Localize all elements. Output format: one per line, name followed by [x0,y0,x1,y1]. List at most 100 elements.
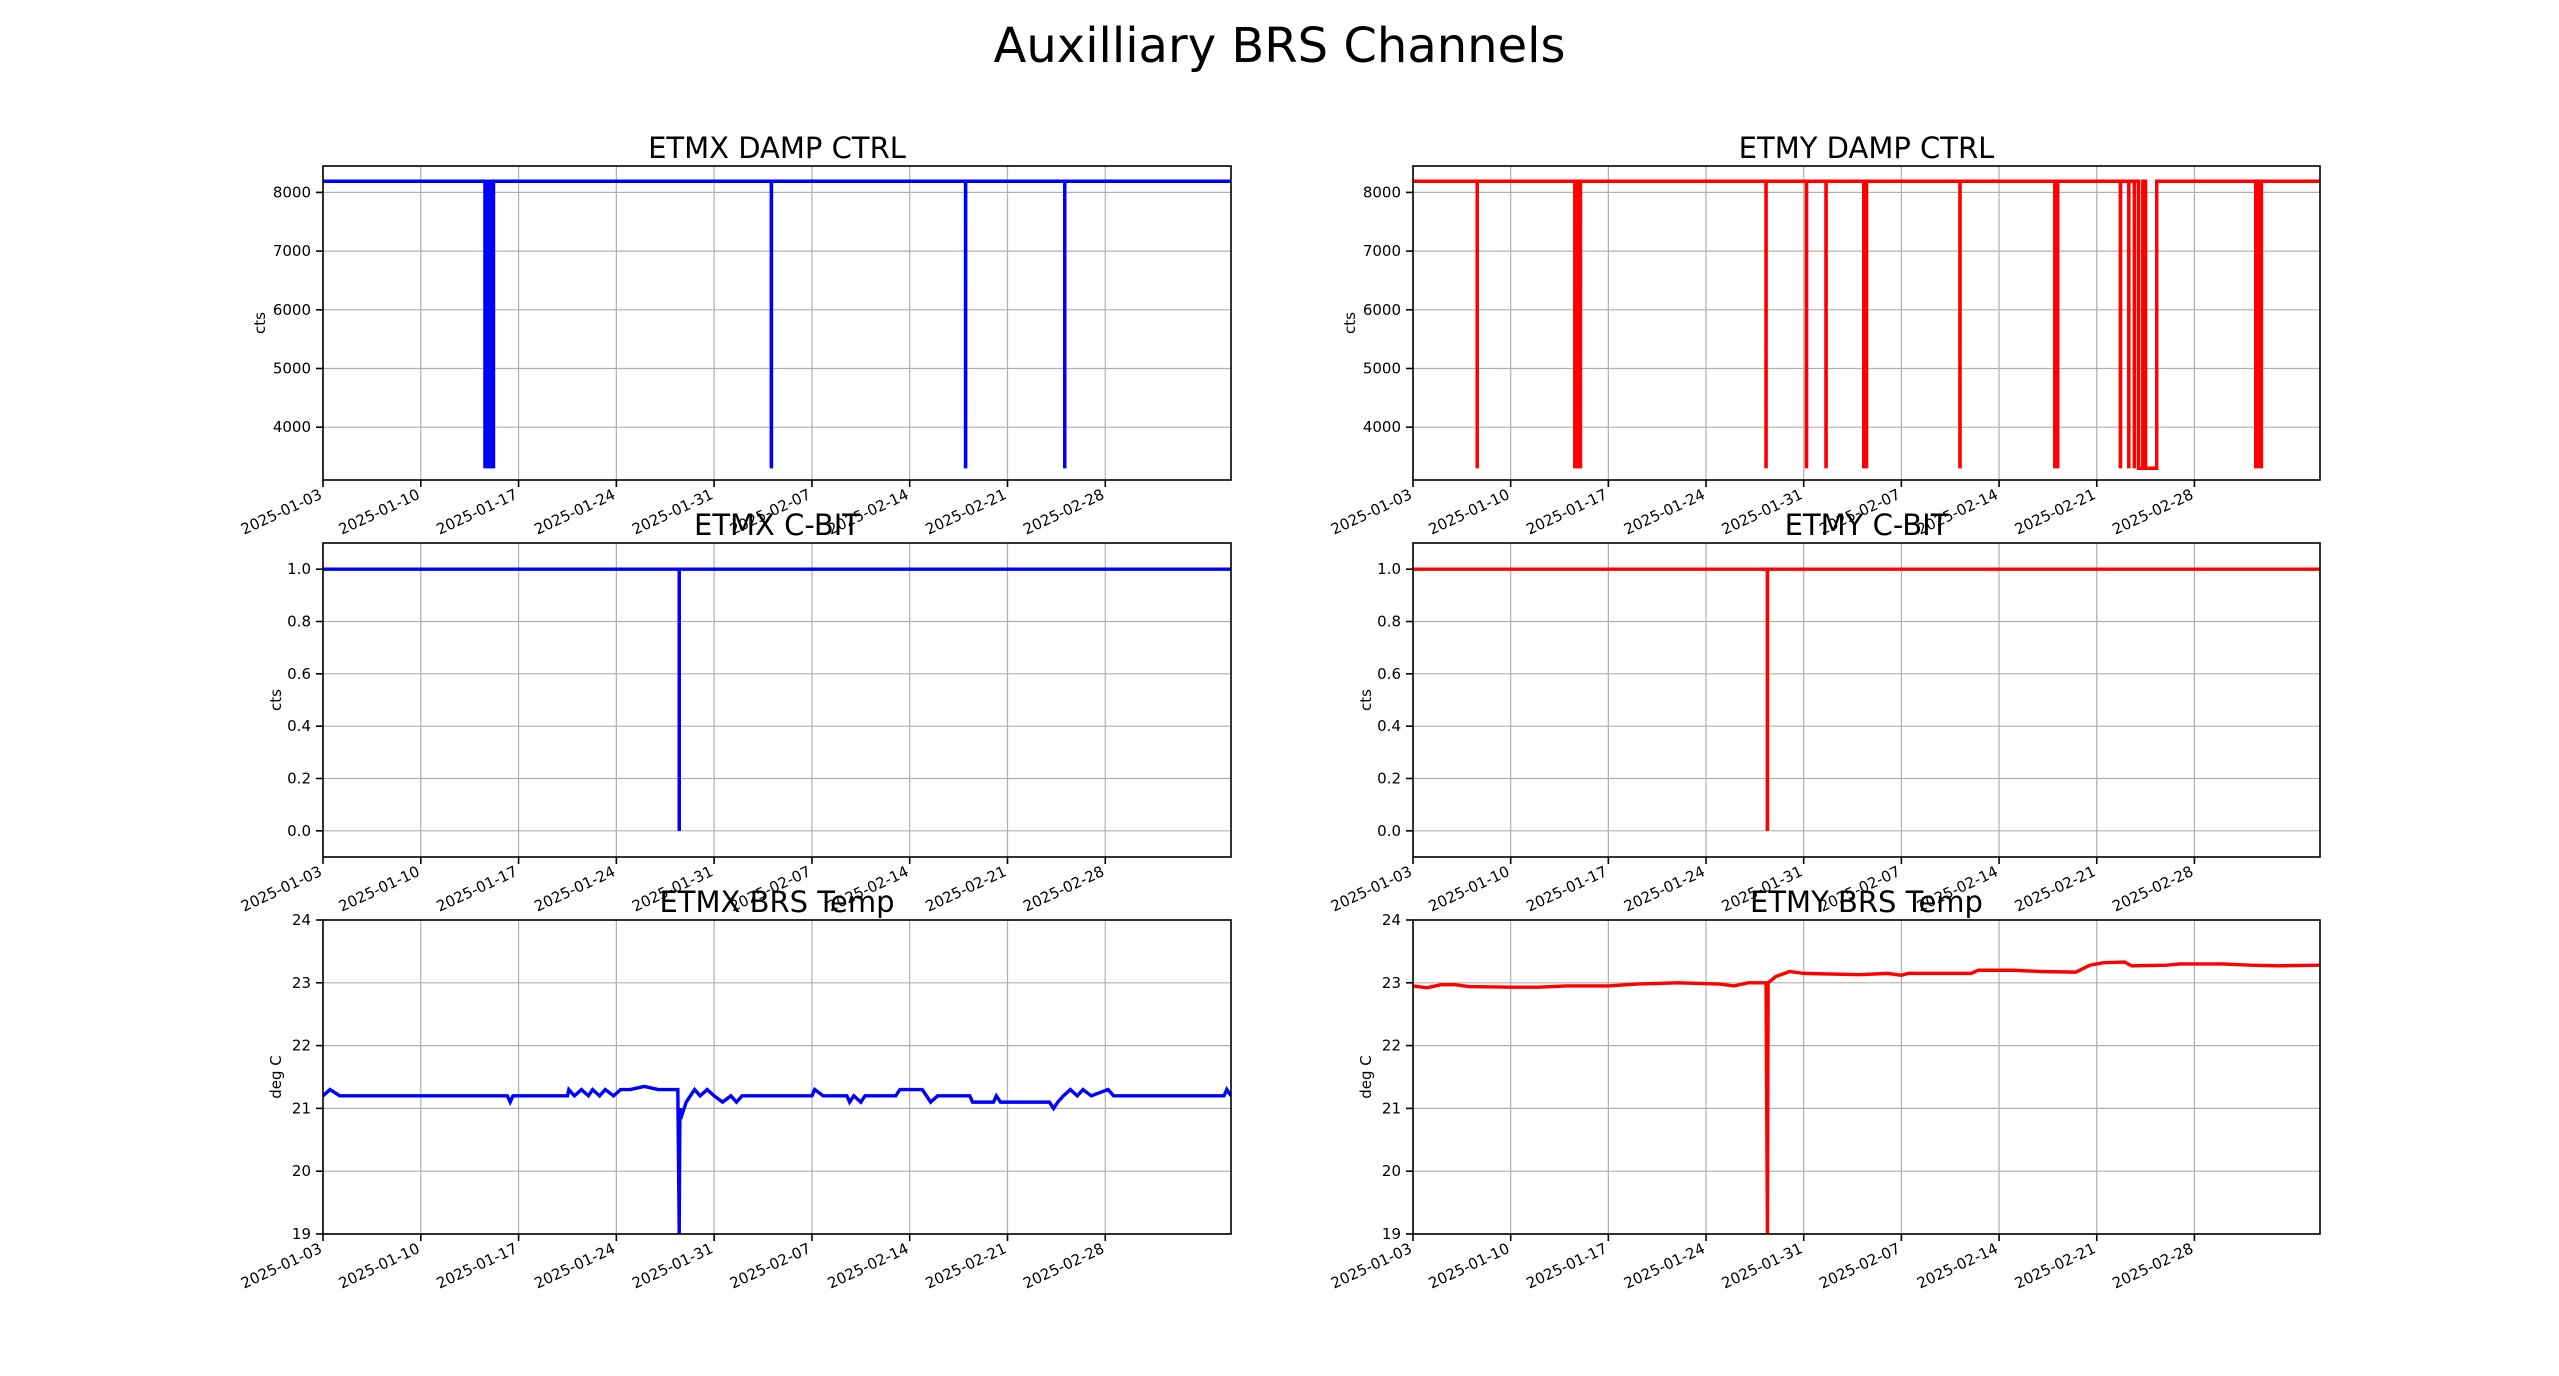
y-tick-label: 4000 [1363,418,1401,436]
x-tick-label: 2025-02-07 [1816,1239,1903,1292]
x-tick-label: 2025-02-28 [1020,1239,1107,1292]
y-tick-label: 4000 [273,418,311,436]
x-tick-label: 2025-01-10 [336,485,423,538]
chart-title: ETMX C-BIT [694,508,860,542]
x-tick-label: 2025-02-28 [1020,485,1107,538]
x-tick-label: 2025-01-17 [434,485,521,538]
y-tick-label: 23 [292,974,311,992]
y-axis-label: cts [267,689,285,711]
y-tick-label: 23 [1382,974,1401,992]
x-tick-label: 2025-02-21 [2012,862,2099,915]
x-tick-label: 2025-02-21 [923,1239,1010,1292]
x-tick-label: 2025-01-03 [1328,862,1415,915]
x-tick-label: 2025-01-17 [1523,1239,1610,1292]
y-tick-label: 21 [1382,1099,1401,1117]
y-tick-label: 24 [1382,911,1401,929]
y-tick-label: 0.2 [1377,770,1401,788]
y-tick-label: 5000 [273,359,311,377]
series-line-group [1413,179,2320,470]
chart-etmx-brs-temp: 19 20 21 22 23 24 2025-01-03 2025-01-10 2025-01-… [238,885,1232,1292]
x-tick-label: 2025-01-24 [1621,485,1708,538]
x-tick-label: 2025-02-21 [923,862,1010,915]
y-tick-label: 0.6 [287,665,311,683]
chart-etmx-damp-ctrl: 4000 5000 6000 7000 8000 2025-01-03 2025-01-10… [238,131,1232,538]
axes-frame [1412,542,2321,858]
y-tick-label: 19 [292,1225,311,1243]
x-tick-label: 2025-01-24 [531,485,618,538]
x-tick-label: 2025-01-17 [434,862,521,915]
x-tick-label: 2025-02-21 [2012,1239,2099,1292]
x-tick-label: 2025-02-14 [1914,1239,2001,1292]
x-tick-label: 2025-01-03 [238,1239,325,1292]
x-tick-label: 2025-01-24 [1621,1239,1708,1292]
y-tick-label: 22 [292,1037,311,1055]
x-tick-label: 2025-02-28 [1020,862,1107,915]
chart-title: ETMX BRS Temp [659,885,894,919]
x-tick-label: 2025-01-10 [336,862,423,915]
series-line-group [323,1084,1231,1234]
chart-title: ETMX DAMP CTRL [648,131,906,165]
y-axis-label: deg C [267,1055,285,1099]
x-tick-label: 2025-02-07 [727,1239,814,1292]
x-tick-label: 2025-01-10 [336,1239,423,1292]
series-line [323,179,1231,469]
y-tick-label: 0.4 [1377,717,1401,735]
x-tick-label: 2025-01-03 [238,485,325,538]
chart-title: ETMY BRS Temp [1750,885,1983,919]
series-line [1413,960,2320,1234]
series-line [1413,567,2320,831]
x-tick-label: 2025-01-10 [1426,485,1513,538]
x-tick-label: 2025-01-03 [238,862,325,915]
axes-frame [322,542,1232,858]
y-tick-label: 0.8 [287,613,311,631]
series-line-group [323,179,1231,469]
y-axis-label: cts [1341,312,1359,334]
y-tick-label: 0.0 [287,822,311,840]
y-tick-label: 8000 [1363,183,1401,201]
figure-title: Auxilliary BRS Channels [993,18,1566,74]
axes-frame [1412,165,2321,481]
y-tick-label: 7000 [273,242,311,260]
series-line-group [1413,960,2320,1234]
x-tick-label: 2025-02-21 [923,485,1010,538]
axes-frame [1412,919,2321,1235]
x-tick-label: 2025-02-21 [2012,485,2099,538]
y-tick-label: 20 [292,1162,311,1180]
series-line-group [323,567,1231,831]
y-tick-label: 0.0 [1377,822,1401,840]
y-tick-label: 21 [292,1099,311,1117]
series-line-group [1413,567,2320,831]
y-axis-label: cts [1357,689,1375,711]
y-tick-label: 6000 [273,301,311,319]
y-axis-label: cts [251,312,269,334]
y-tick-label: 7000 [1363,242,1401,260]
chart-title: ETMY DAMP CTRL [1739,131,1995,165]
axes-frame [322,165,1232,481]
y-tick-label: 19 [1382,1225,1401,1243]
y-tick-label: 1.0 [1377,560,1401,578]
y-tick-label: 8000 [273,183,311,201]
x-tick-label: 2025-02-14 [825,1239,912,1292]
x-tick-label: 2025-01-24 [531,862,618,915]
y-tick-label: 24 [292,911,311,929]
x-tick-label: 2025-01-03 [1328,485,1415,538]
x-tick-label: 2025-01-03 [1328,1239,1415,1292]
y-tick-label: 22 [1382,1037,1401,1055]
x-tick-label: 2025-01-17 [1523,862,1610,915]
x-tick-label: 2025-01-31 [629,1239,716,1292]
x-tick-label: 2025-01-31 [1719,1239,1806,1292]
x-tick-label: 2025-01-10 [1426,862,1513,915]
series-line [323,1084,1231,1234]
y-tick-label: 0.4 [287,717,311,735]
x-tick-label: 2025-02-28 [2109,862,2196,915]
y-tick-label: 0.6 [1377,665,1401,683]
y-tick-label: 1.0 [287,560,311,578]
x-tick-label: 2025-02-28 [2109,485,2196,538]
x-tick-label: 2025-01-24 [1621,862,1708,915]
x-tick-label: 2025-01-17 [1523,485,1610,538]
x-tick-label: 2025-02-28 [2109,1239,2196,1292]
